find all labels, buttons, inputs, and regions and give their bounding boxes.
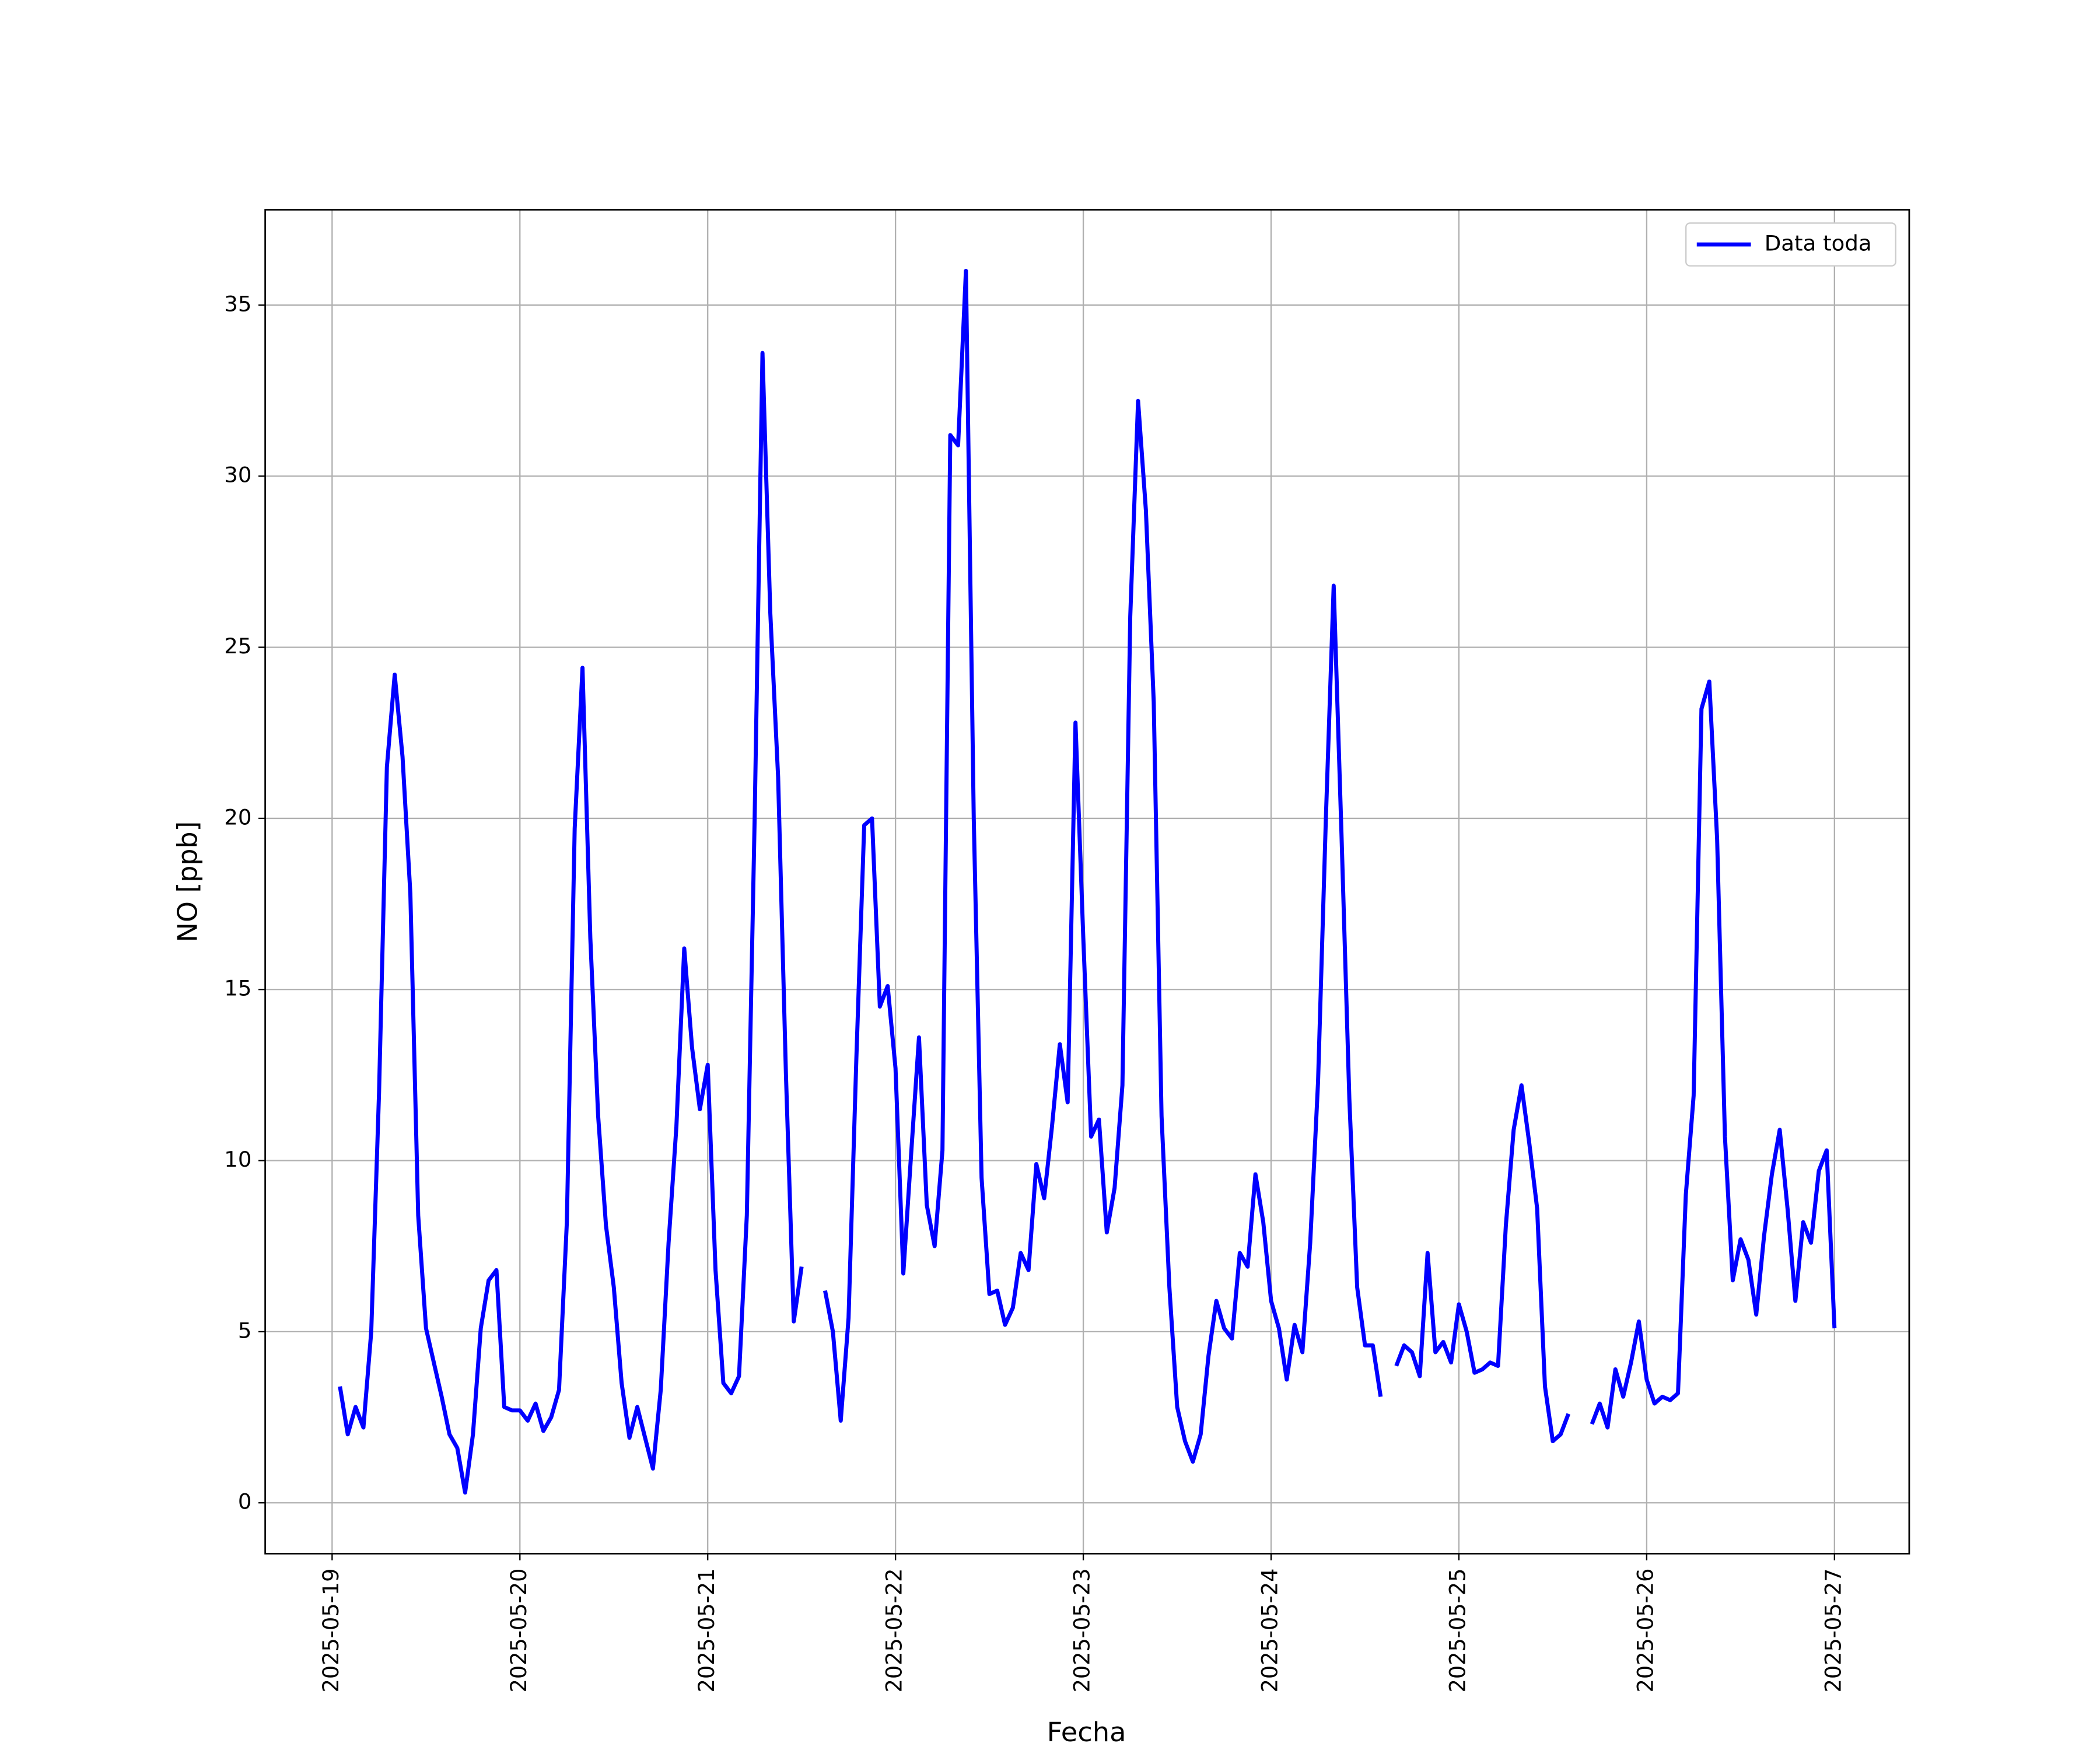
y-tick-label: 35: [224, 292, 251, 317]
x-tick-label: 2025-05-19: [318, 1569, 344, 1693]
x-tick-label: 2025-05-25: [1445, 1569, 1470, 1693]
x-tick-label: 2025-05-22: [881, 1569, 907, 1693]
y-tick-label: 30: [224, 463, 251, 488]
y-tick-label: 0: [238, 1489, 252, 1514]
y-tick-label: 5: [238, 1318, 252, 1343]
plot-frame: [264, 209, 1910, 1555]
x-tick-label: 2025-05-27: [1821, 1569, 1846, 1693]
x-axis-label: Fecha: [1047, 1716, 1126, 1748]
x-tick-label: 2025-05-23: [1069, 1569, 1094, 1693]
y-tick-label: 15: [224, 976, 251, 1001]
y-tick-label: 20: [224, 805, 251, 830]
x-tick-label: 2025-05-20: [506, 1569, 531, 1693]
legend-label: Data toda: [1765, 231, 1872, 256]
legend-box: [1685, 222, 1896, 267]
data-line: [338, 268, 1837, 1495]
y-tick-label: 25: [224, 634, 251, 659]
y-axis-label: NO [ppb]: [172, 821, 203, 943]
x-tick-label: 2025-05-21: [694, 1569, 719, 1693]
x-tick-label: 2025-05-26: [1633, 1569, 1658, 1693]
x-tick-label: 2025-05-24: [1257, 1569, 1282, 1693]
y-tick-label: 10: [224, 1147, 251, 1172]
